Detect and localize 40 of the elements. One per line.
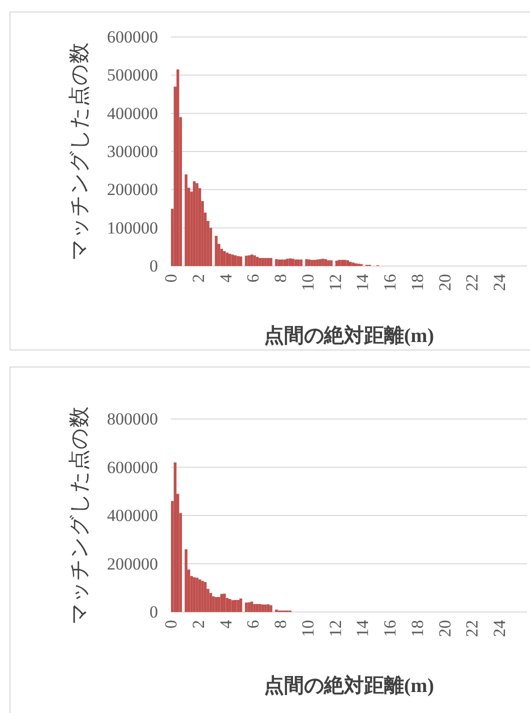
x-tick-label: 8 bbox=[271, 620, 290, 628]
x-tick-label: 24 bbox=[490, 620, 510, 637]
x-axis-title: 点間の絶対距離(m) bbox=[264, 324, 434, 347]
x-tick-label: 16 bbox=[380, 274, 400, 291]
y-tick-label: 600000 bbox=[107, 28, 158, 46]
x-tick-label: 12 bbox=[326, 274, 345, 291]
y-tick-label: 600000 bbox=[107, 458, 158, 477]
x-tick-label: 8 bbox=[271, 274, 290, 282]
y-tick-label: 200000 bbox=[107, 554, 158, 574]
x-tick-label: 18 bbox=[408, 620, 427, 637]
x-tick-label: 10 bbox=[298, 274, 318, 291]
x-tick-label: 22 bbox=[462, 274, 482, 291]
y-tick-label: 100000 bbox=[107, 218, 158, 238]
y-tick-label: 200000 bbox=[107, 180, 158, 200]
x-tick-label: 16 bbox=[380, 620, 400, 637]
y-tick-label: 400000 bbox=[107, 506, 158, 525]
y-axis-title: マッチングした点の数 bbox=[67, 42, 91, 260]
x-tick-label: 0 bbox=[162, 274, 180, 282]
x-tick-label: 20 bbox=[435, 274, 454, 291]
x-tick-label: 24 bbox=[490, 274, 510, 291]
x-tick-label: 10 bbox=[298, 620, 318, 637]
x-tick-label: 2 bbox=[188, 620, 208, 628]
x-tick-label: 0 bbox=[162, 620, 180, 628]
x-tick-label: 6 bbox=[244, 620, 263, 628]
x-tick-label: 6 bbox=[244, 274, 263, 282]
x-tick-label: 14 bbox=[353, 620, 372, 637]
x-tick-label: 20 bbox=[435, 620, 454, 637]
y-tick-label: 800000 bbox=[107, 410, 158, 428]
x-tick-label: 4 bbox=[216, 620, 236, 628]
x-tick-label: 4 bbox=[216, 274, 236, 282]
y-axis-title: マッチングした点の数 bbox=[67, 406, 91, 624]
x-axis-title: 点間の絶対距離(m) bbox=[264, 674, 434, 697]
x-tick-label: 14 bbox=[353, 274, 372, 291]
y-tick-label: 300000 bbox=[107, 142, 158, 161]
y-tick-label: 400000 bbox=[107, 104, 158, 123]
y-tick-label: 500000 bbox=[107, 66, 158, 85]
x-tick-label: 12 bbox=[326, 620, 345, 637]
x-tick-label: 2 bbox=[188, 274, 208, 282]
x-tick-label: 18 bbox=[408, 274, 427, 291]
x-tick-label: 22 bbox=[462, 620, 482, 637]
